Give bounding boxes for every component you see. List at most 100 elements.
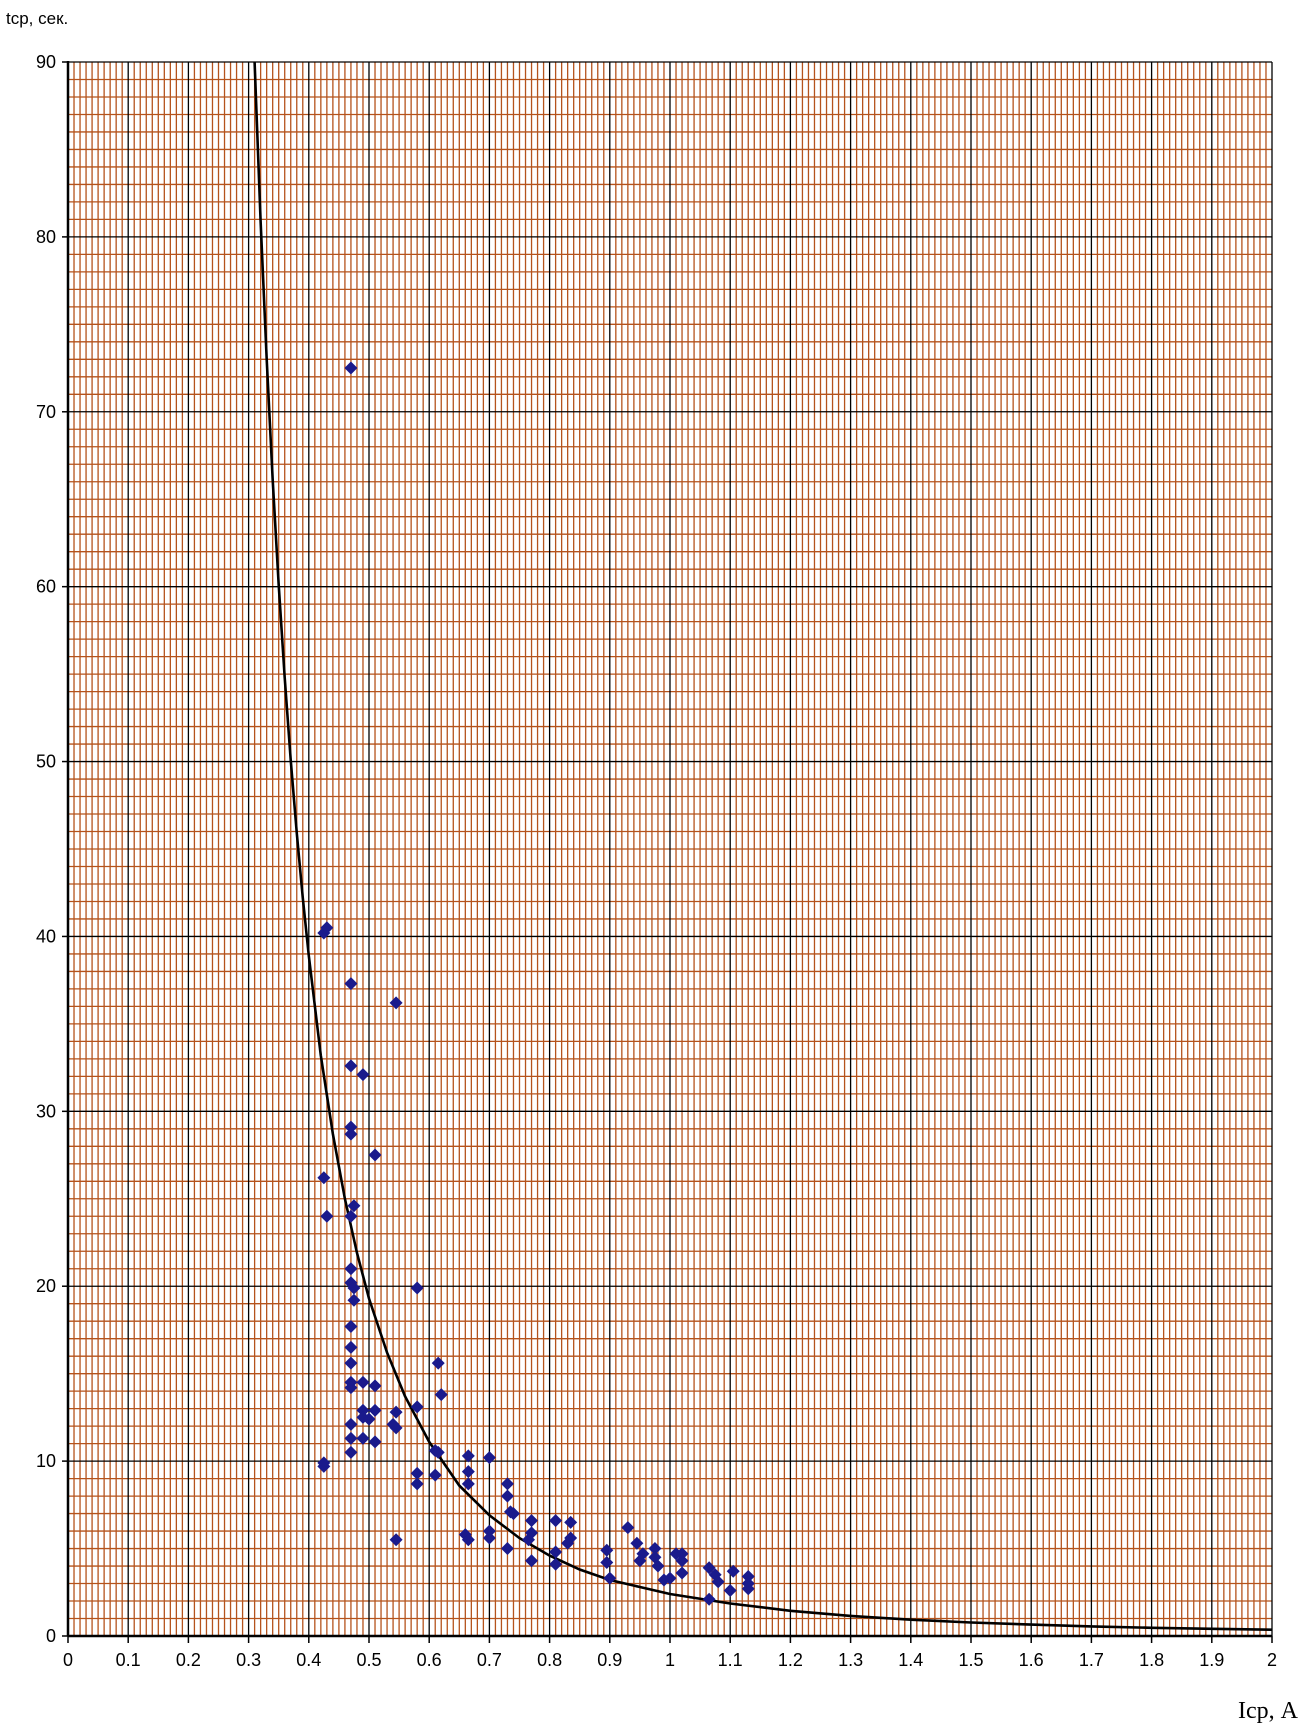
data-point xyxy=(702,1592,716,1606)
data-point xyxy=(461,1449,475,1463)
x-tick-labels: 0 0.1 0.2 0.3 0.4 0.5 0.6 0.7 0.8 0.9 1 1.1 1.2 1.3 1.… xyxy=(63,1650,1277,1670)
x-tick-label: 0.9 xyxy=(597,1650,622,1670)
data-points-layer xyxy=(317,361,755,1606)
x-axis-title: Iср, А xyxy=(1238,1698,1299,1724)
x-tick-label: 0.1 xyxy=(116,1650,141,1670)
x-tick-label: 1.7 xyxy=(1079,1650,1104,1670)
data-point xyxy=(317,1171,331,1185)
fit-curve-layer xyxy=(253,61,1273,1631)
data-point xyxy=(600,1556,614,1570)
x-tick-label: 0.7 xyxy=(477,1650,502,1670)
data-point xyxy=(630,1536,644,1550)
data-point xyxy=(344,361,358,375)
data-point xyxy=(549,1557,563,1571)
x-tick-label: 0.3 xyxy=(236,1650,261,1670)
data-point xyxy=(525,1554,539,1568)
data-point xyxy=(741,1570,755,1584)
data-point xyxy=(461,1533,475,1547)
data-point xyxy=(320,921,334,935)
data-point xyxy=(500,1489,514,1503)
y-axis-title: tср, сек. xyxy=(6,9,68,28)
y-tick-labels: 0 10 20 30 40 50 60 70 80 90 xyxy=(36,52,56,1646)
x-tick-label: 1.6 xyxy=(1019,1650,1044,1670)
data-point xyxy=(344,1262,358,1276)
data-point xyxy=(506,1507,520,1521)
data-point xyxy=(482,1531,496,1545)
x-tick-label: 0.5 xyxy=(356,1650,381,1670)
data-point xyxy=(741,1582,755,1596)
x-tick-label: 1.5 xyxy=(958,1650,983,1670)
data-point xyxy=(500,1477,514,1491)
data-point xyxy=(344,1120,358,1134)
data-point xyxy=(723,1584,737,1598)
x-tick-label: 2 xyxy=(1267,1650,1277,1670)
y-tick-label: 30 xyxy=(36,1101,56,1121)
major-grid xyxy=(68,61,1273,1636)
y-tick-label: 80 xyxy=(36,227,56,247)
x-tick-label: 1 xyxy=(665,1650,675,1670)
y-tick-label: 50 xyxy=(36,752,56,772)
data-point xyxy=(368,1148,382,1162)
data-point xyxy=(675,1566,689,1580)
x-tick-label: 1.8 xyxy=(1139,1650,1164,1670)
y-tick-label: 20 xyxy=(36,1276,56,1296)
x-tick-label: 1.2 xyxy=(778,1650,803,1670)
data-point xyxy=(410,1477,424,1491)
data-point xyxy=(368,1403,382,1417)
data-point xyxy=(410,1400,424,1414)
data-point xyxy=(651,1559,665,1573)
minor-grid xyxy=(68,62,1272,1636)
data-point xyxy=(362,1412,376,1426)
data-point xyxy=(711,1575,725,1589)
data-point xyxy=(344,1445,358,1459)
data-point xyxy=(389,1405,403,1419)
data-point xyxy=(368,1435,382,1449)
x-tick-label: 0.4 xyxy=(296,1650,321,1670)
data-point xyxy=(461,1465,475,1479)
data-point xyxy=(356,1375,370,1389)
data-point xyxy=(344,977,358,991)
x-tick-label: 0 xyxy=(63,1650,73,1670)
data-point xyxy=(344,1209,358,1223)
data-point xyxy=(344,1431,358,1445)
data-point xyxy=(633,1554,647,1568)
x-tick-label: 1.4 xyxy=(898,1650,923,1670)
data-point xyxy=(522,1533,536,1547)
data-point xyxy=(461,1477,475,1491)
x-tick-label: 0.8 xyxy=(537,1650,562,1670)
y-tick-label: 60 xyxy=(36,577,56,597)
data-point xyxy=(675,1547,689,1561)
data-point xyxy=(482,1524,496,1538)
data-point xyxy=(410,1281,424,1295)
data-point xyxy=(600,1543,614,1557)
data-point xyxy=(431,1445,445,1459)
x-tick-label: 0.6 xyxy=(417,1650,442,1670)
data-point xyxy=(347,1281,361,1295)
data-point xyxy=(344,1356,358,1370)
data-point xyxy=(344,1059,358,1073)
y-tick-label: 10 xyxy=(36,1451,56,1471)
x-tick-label: 1.3 xyxy=(838,1650,863,1670)
data-point xyxy=(621,1521,635,1535)
data-point xyxy=(356,1431,370,1445)
data-point xyxy=(317,1459,331,1473)
data-point xyxy=(525,1514,539,1528)
data-point xyxy=(344,1417,358,1431)
data-point xyxy=(347,1293,361,1307)
data-point xyxy=(726,1564,740,1578)
data-point xyxy=(428,1468,442,1482)
data-point xyxy=(389,996,403,1010)
data-point xyxy=(344,1381,358,1395)
x-tick-label: 1.9 xyxy=(1199,1650,1224,1670)
data-point xyxy=(431,1356,445,1370)
x-tick-label: 0.2 xyxy=(176,1650,201,1670)
data-point xyxy=(344,1319,358,1333)
data-point xyxy=(663,1571,677,1585)
x-tick-label: 1.1 xyxy=(718,1650,743,1670)
fit-curve xyxy=(253,61,1273,1631)
data-point xyxy=(675,1554,689,1568)
data-point xyxy=(368,1379,382,1393)
data-point xyxy=(482,1451,496,1465)
data-point xyxy=(356,1068,370,1082)
